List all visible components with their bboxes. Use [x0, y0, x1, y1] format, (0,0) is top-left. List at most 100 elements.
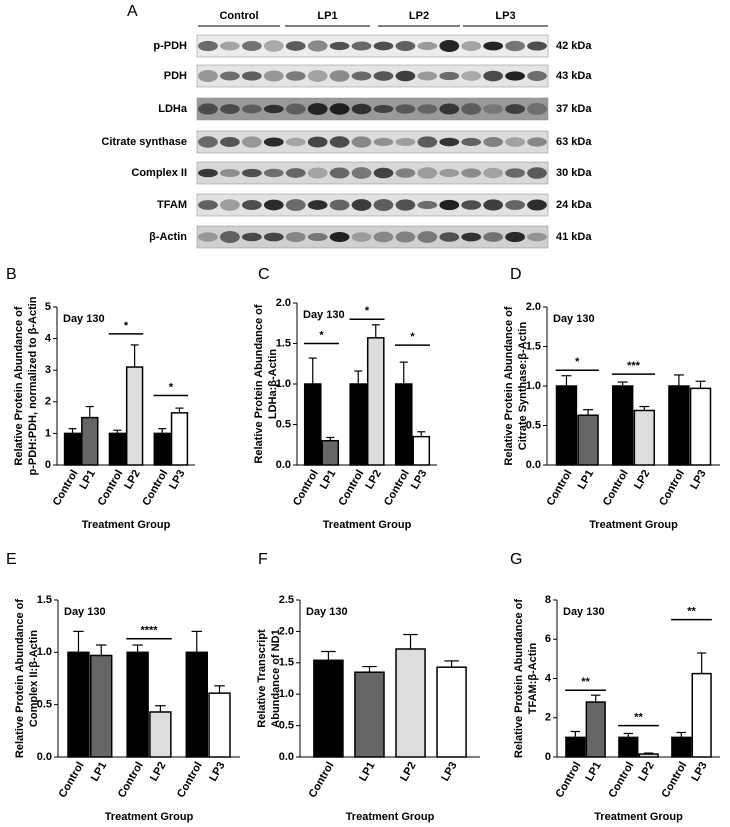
bar: [349, 383, 368, 466]
x-tick-label: LP1: [357, 760, 377, 783]
blot-strip: [196, 97, 549, 121]
blot-band: [307, 167, 328, 179]
y-tick-label: 0.5: [279, 720, 294, 732]
blot-band: [439, 199, 460, 211]
x-tick-label: LP3: [689, 760, 709, 783]
y-tick-label: 0: [545, 751, 551, 763]
blot-band: [439, 103, 460, 115]
y-axis-label: LDHa:β-Actin: [267, 349, 279, 420]
blot-band: [483, 232, 504, 242]
y-tick-label: 1.0: [279, 688, 294, 700]
bar: [691, 672, 712, 758]
size-label: 30 kDa: [556, 167, 592, 179]
x-tick-label: Control: [140, 468, 170, 508]
error-bar: [85, 405, 94, 418]
error-bar: [570, 730, 581, 738]
error-bar: [696, 652, 707, 674]
blot-band: [417, 41, 438, 51]
bar: [565, 736, 586, 758]
y-tick-label: 2.0: [279, 625, 294, 637]
error-bar: [113, 429, 122, 434]
blot-strip: [196, 225, 549, 249]
y-tick-label: 2.0: [276, 297, 291, 309]
bar: [90, 654, 113, 758]
blot-band: [220, 231, 240, 243]
blot-band: [220, 71, 240, 81]
error-bar: [673, 374, 684, 386]
blot-band: [198, 40, 218, 52]
bar: [585, 701, 606, 758]
y-tick-label: 1.0: [526, 380, 541, 392]
bar: [108, 432, 127, 466]
x-tick-label: Control: [601, 468, 631, 508]
bar: [618, 736, 639, 758]
blot-band: [198, 232, 218, 242]
x-tick-label: Control: [657, 468, 687, 508]
bar: [208, 692, 231, 758]
annotation: Day 130: [306, 606, 348, 618]
blot-band: [439, 232, 460, 242]
blot-band: [263, 232, 284, 242]
blot-band: [241, 200, 262, 210]
blot-band: [329, 41, 350, 51]
error-bar: [371, 324, 380, 338]
blot-band: [329, 136, 350, 148]
y-tick-label: 3: [45, 364, 51, 376]
y-tick-label: 1.5: [37, 594, 52, 606]
blot-band: [461, 232, 482, 242]
x-tick-label: LP1: [77, 468, 97, 491]
size-label: 41 kDa: [556, 231, 592, 243]
error-bar: [417, 431, 426, 437]
blot-band: [395, 199, 416, 211]
y-axis-label: Relative Protein Abundance of: [513, 599, 525, 758]
blot-band: [198, 200, 218, 210]
blot-band: [351, 199, 372, 211]
panel-label: D: [510, 266, 522, 283]
y-tick-label: 0: [45, 459, 51, 471]
protein-label: TFAM: [157, 199, 187, 211]
significance-label: **: [634, 712, 643, 724]
blot-band: [527, 41, 547, 51]
blot-band: [505, 40, 525, 52]
blot-band: [527, 167, 547, 179]
x-tick-label: LP2: [122, 468, 142, 491]
blot-band: [263, 168, 284, 178]
x-tick-label: LP2: [636, 760, 656, 783]
blot-band: [198, 70, 218, 82]
blot-band: [220, 104, 240, 114]
bar: [354, 671, 385, 758]
blot-band: [220, 137, 240, 147]
blot-band: [351, 71, 372, 81]
blot-band: [373, 71, 394, 81]
x-tick-label: Control: [606, 760, 636, 800]
y-axis-label: Abundance of ND1: [270, 629, 282, 727]
annotation: Day 130: [553, 313, 595, 325]
blot-band: [483, 167, 504, 179]
blot-band: [417, 167, 438, 179]
bar: [689, 387, 712, 466]
significance-label: *: [410, 331, 415, 343]
y-tick-label: 0.0: [526, 459, 541, 471]
blot-band: [461, 71, 482, 81]
panel-label: E: [6, 551, 17, 568]
blot-band: [329, 103, 350, 115]
blot-band: [395, 168, 416, 178]
blot-band: [263, 137, 284, 147]
size-label: 24 kDa: [556, 199, 592, 211]
significance-label: ****: [140, 625, 158, 637]
blot-band: [285, 137, 306, 147]
error-bar: [676, 731, 686, 738]
y-axis-label: Citrate Synthase:β-Actin: [517, 322, 529, 451]
bar: [149, 711, 172, 758]
annotation: Day 130: [563, 606, 605, 618]
blot-strip: [196, 161, 549, 185]
bar: [366, 337, 385, 466]
x-tick-label: Control: [554, 760, 584, 800]
bar: [303, 383, 322, 466]
annotation: Day 130: [303, 309, 345, 321]
bar: [671, 736, 692, 758]
error-bar: [354, 370, 363, 384]
blot-band: [373, 167, 394, 179]
blot-band: [461, 137, 482, 147]
